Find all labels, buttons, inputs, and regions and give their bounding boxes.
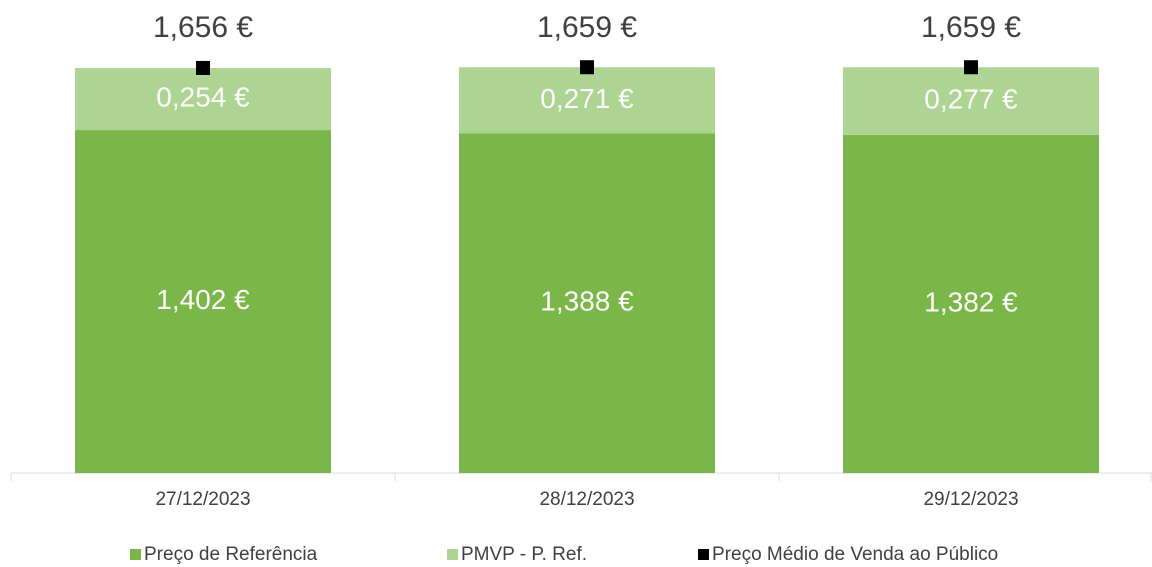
- legend-swatch: [130, 549, 141, 560]
- data-label: 1,659 €: [921, 11, 1021, 44]
- bar-segment: [75, 130, 331, 474]
- x-tick-label: 29/12/2023: [923, 489, 1018, 510]
- marker: [964, 60, 978, 75]
- marker: [196, 60, 210, 75]
- x-tick-label: 27/12/2023: [155, 489, 250, 510]
- bar-segment: [459, 67, 715, 134]
- legend-label: Preço de Referência: [144, 544, 318, 565]
- bar-segment: [459, 133, 715, 473]
- data-label: 0,277 €: [924, 83, 1018, 114]
- legend-swatch: [447, 549, 458, 560]
- data-label: 1,402 €: [156, 284, 250, 315]
- data-label: 0,254 €: [156, 81, 250, 112]
- data-label: 0,271 €: [540, 83, 634, 114]
- data-label: 1,659 €: [537, 11, 637, 44]
- legend-swatch: [698, 549, 709, 560]
- data-label: 1,388 €: [540, 286, 634, 317]
- legend-label: PMVP - P. Ref.: [461, 544, 587, 565]
- bar-segment: [75, 67, 331, 131]
- data-label: 1,382 €: [924, 286, 1018, 317]
- data-label: 1,656 €: [153, 11, 253, 44]
- x-tick-label: 28/12/2023: [539, 489, 634, 510]
- bar-segment: [843, 67, 1099, 135]
- legend-label: Preço Médio de Venda ao Público: [712, 544, 998, 565]
- marker: [580, 60, 594, 75]
- bar-segment: [843, 134, 1099, 473]
